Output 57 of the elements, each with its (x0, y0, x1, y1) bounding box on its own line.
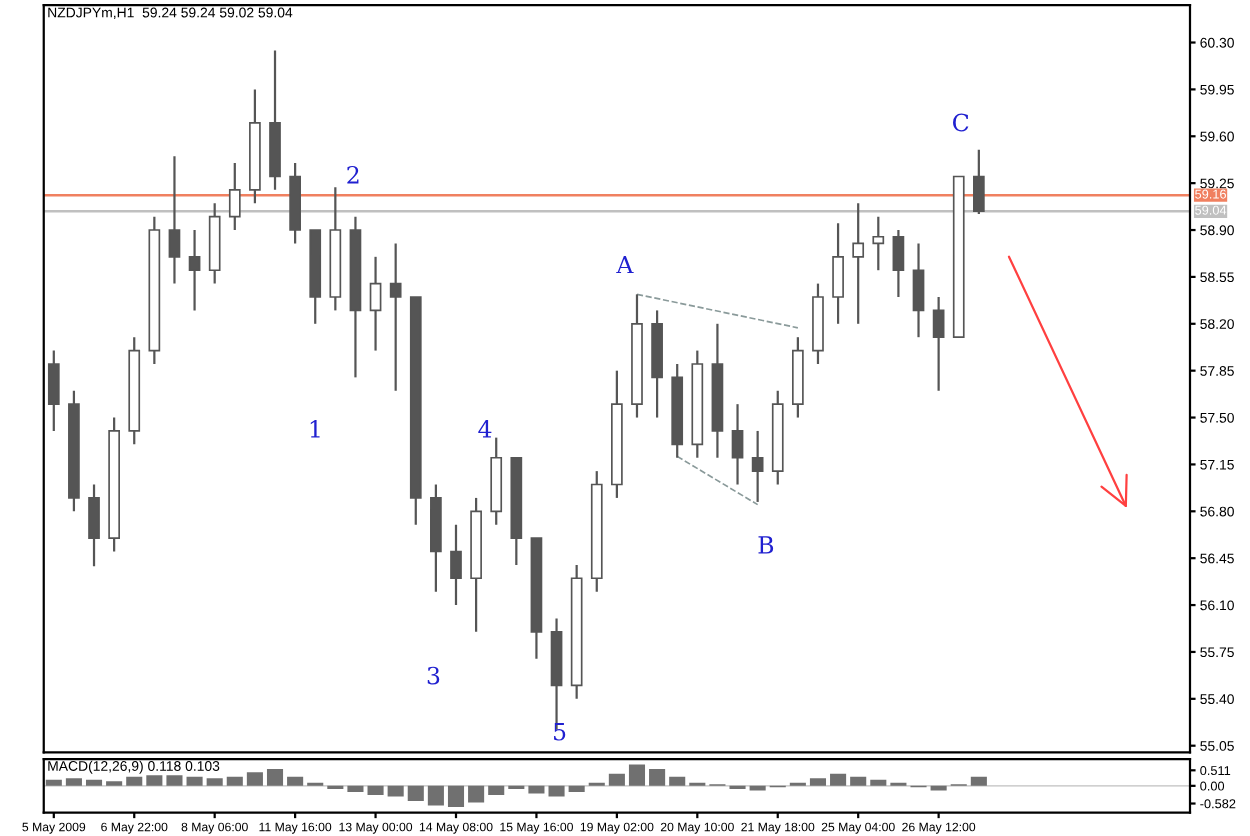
candlestick (972, 148, 985, 216)
bar (669, 776, 686, 786)
bar (628, 764, 646, 786)
bar (166, 775, 183, 786)
bar (287, 776, 304, 786)
bar (45, 779, 62, 786)
candlestick (892, 228, 905, 299)
candlestick (389, 242, 402, 392)
bar (347, 785, 364, 792)
bar (488, 785, 505, 795)
candlestick (228, 161, 241, 232)
candlestick (731, 403, 744, 486)
bar (266, 769, 284, 786)
candlestick (852, 202, 865, 325)
bar (246, 772, 263, 786)
annotation: C (953, 113, 969, 132)
annotation: 1 (310, 420, 320, 438)
annotation: 3 (427, 666, 440, 685)
candlestick (168, 155, 181, 285)
bar (427, 785, 444, 806)
bar (970, 776, 987, 786)
annotation: 5 (554, 723, 566, 741)
bar (548, 785, 565, 797)
candlestick (188, 228, 201, 312)
bar (367, 785, 384, 795)
bar (146, 775, 163, 786)
annotation: 4 (478, 420, 492, 438)
candlestick (450, 523, 462, 607)
candlestick (872, 215, 885, 272)
bar (608, 773, 625, 786)
annotation: A (616, 255, 634, 274)
annotation: B (758, 536, 774, 554)
bar (870, 779, 887, 786)
bar (186, 776, 203, 786)
bar (226, 776, 243, 786)
bar (830, 773, 847, 786)
bar (206, 778, 223, 786)
annotation: 2 (347, 165, 359, 184)
bar (468, 785, 485, 803)
bar (447, 785, 465, 808)
candlestick (88, 483, 100, 568)
candlestick (932, 295, 945, 392)
bar (528, 785, 545, 794)
candlestick (751, 429, 764, 504)
bar (809, 778, 827, 786)
bar (850, 776, 867, 786)
bar (649, 769, 666, 786)
bar (85, 779, 103, 786)
bar (407, 785, 424, 802)
candlestick (47, 349, 60, 433)
bar (65, 778, 82, 786)
candlestick (912, 242, 925, 339)
bar (568, 785, 585, 792)
candlestick (369, 255, 382, 352)
bar (126, 776, 143, 786)
candlestick (832, 222, 844, 325)
bar (387, 785, 404, 797)
